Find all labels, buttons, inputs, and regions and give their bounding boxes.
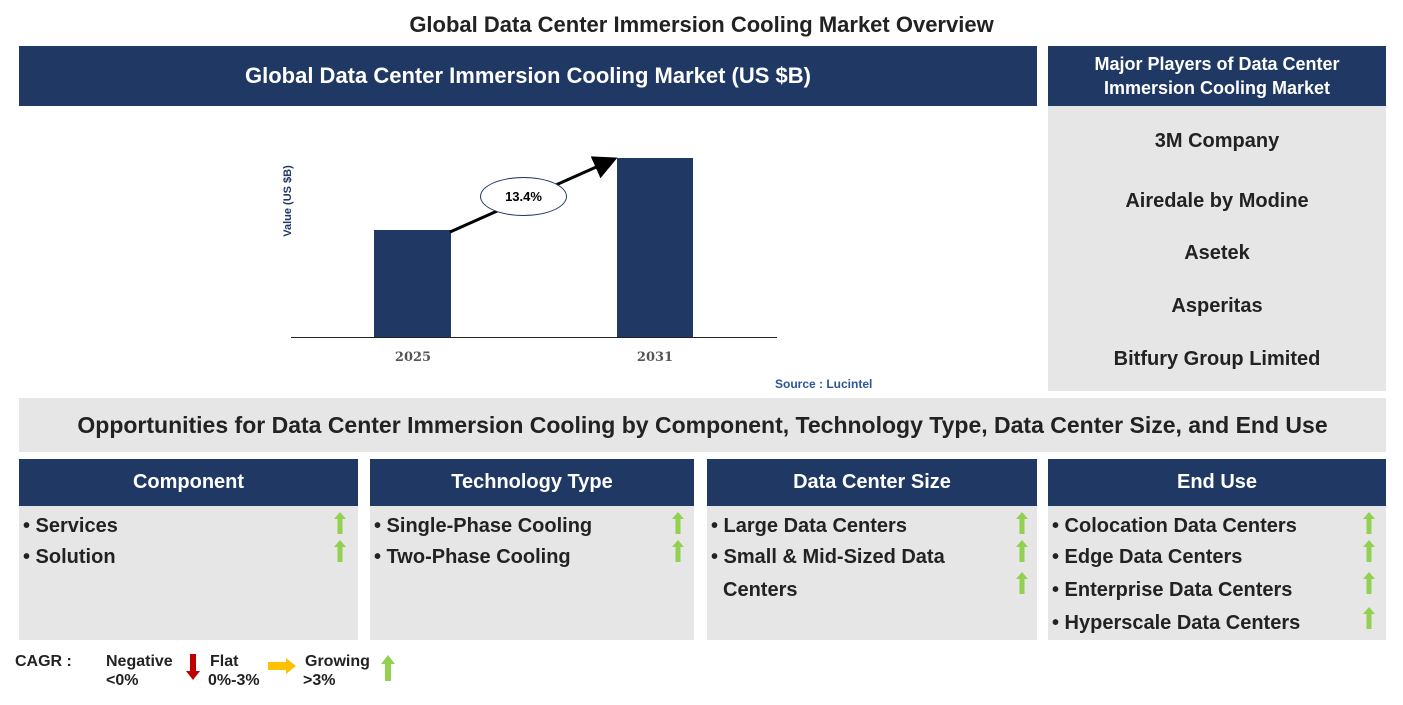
segment-header-technology-type: Technology Type <box>370 459 694 506</box>
player-item: Asperitas <box>1171 295 1263 317</box>
legend-growing-range: >3% <box>303 672 336 689</box>
segment-header-component: Component <box>19 459 358 506</box>
legend-negative-name: Negative <box>106 653 173 670</box>
growing-arrow-icon <box>334 540 346 562</box>
growing-arrow-icon <box>334 512 346 534</box>
list-item: • Single-Phase Cooling <box>374 515 593 537</box>
cagr-annotation: 13.4% <box>480 177 567 216</box>
opportunities-banner: Opportunities for Data Center Immersion … <box>19 398 1386 452</box>
list-item: • Colocation Data Centers <box>1052 515 1297 537</box>
negative-down-arrow-icon <box>186 654 200 680</box>
player-item: Bitfury Group Limited <box>1113 348 1321 370</box>
segment-header-data-center-size: Data Center Size <box>707 459 1037 506</box>
growing-arrow-icon <box>1363 572 1375 594</box>
player-item: Asetek <box>1184 242 1250 264</box>
legend-flat-range: 0%-3% <box>208 672 260 689</box>
growing-arrow-icon <box>1016 572 1028 594</box>
players-header: Major Players of Data Center Immersion C… <box>1048 46 1386 106</box>
list-item: • Enterprise Data Centers <box>1052 579 1293 601</box>
growing-up-arrow-icon <box>381 655 395 681</box>
legend-flat-name: Flat <box>210 653 239 670</box>
bar-2025 <box>374 230 451 337</box>
legend-negative-range: <0% <box>106 672 139 689</box>
segment-body-technology-type: • Single-Phase Cooling • Two-Phase Cooli… <box>370 506 694 640</box>
growing-arrow-icon <box>672 540 684 562</box>
growing-arrow-icon <box>1016 540 1028 562</box>
list-item: • Edge Data Centers <box>1052 546 1243 568</box>
growing-arrow-icon <box>1363 512 1375 534</box>
growing-arrow-icon <box>1363 540 1375 562</box>
legend-growing-name: Growing <box>305 653 370 670</box>
segment-body-end-use: • Colocation Data Centers • Edge Data Ce… <box>1048 506 1386 640</box>
x-tick-2025: 2025 <box>394 350 432 365</box>
list-item: • Small & Mid-Sized Data <box>711 546 945 568</box>
segment-header-end-use: End Use <box>1048 459 1386 506</box>
y-axis-label: Value (US $B) <box>282 165 294 237</box>
bar-2031 <box>617 158 693 337</box>
flat-right-arrow-icon <box>268 658 296 674</box>
list-item: • Solution <box>23 546 116 568</box>
list-item-continuation: Centers <box>723 579 798 601</box>
player-item: Airedale by Modine <box>1125 190 1309 212</box>
legend-label: CAGR : <box>15 653 72 670</box>
list-item: • Large Data Centers <box>711 515 907 537</box>
source-label: Source : Lucintel <box>775 377 873 391</box>
chart-header: Global Data Center Immersion Cooling Mar… <box>19 46 1037 106</box>
x-tick-2031: 2031 <box>636 350 674 365</box>
x-axis-line <box>291 337 777 338</box>
growing-arrow-icon <box>1363 607 1375 629</box>
segment-body-data-center-size: • Large Data Centers • Small & Mid-Sized… <box>707 506 1037 640</box>
list-item: • Two-Phase Cooling <box>374 546 571 568</box>
list-item: • Services <box>23 515 118 537</box>
players-list: 3M Company Airedale by Modine Asetek Asp… <box>1048 106 1386 391</box>
growing-arrow-icon <box>1016 512 1028 534</box>
page-title: Global Data Center Immersion Cooling Mar… <box>409 12 994 37</box>
segment-body-component: • Services • Solution <box>19 506 358 640</box>
growing-arrow-icon <box>672 512 684 534</box>
list-item: • Hyperscale Data Centers <box>1052 612 1301 634</box>
player-item: 3M Company <box>1154 130 1280 152</box>
